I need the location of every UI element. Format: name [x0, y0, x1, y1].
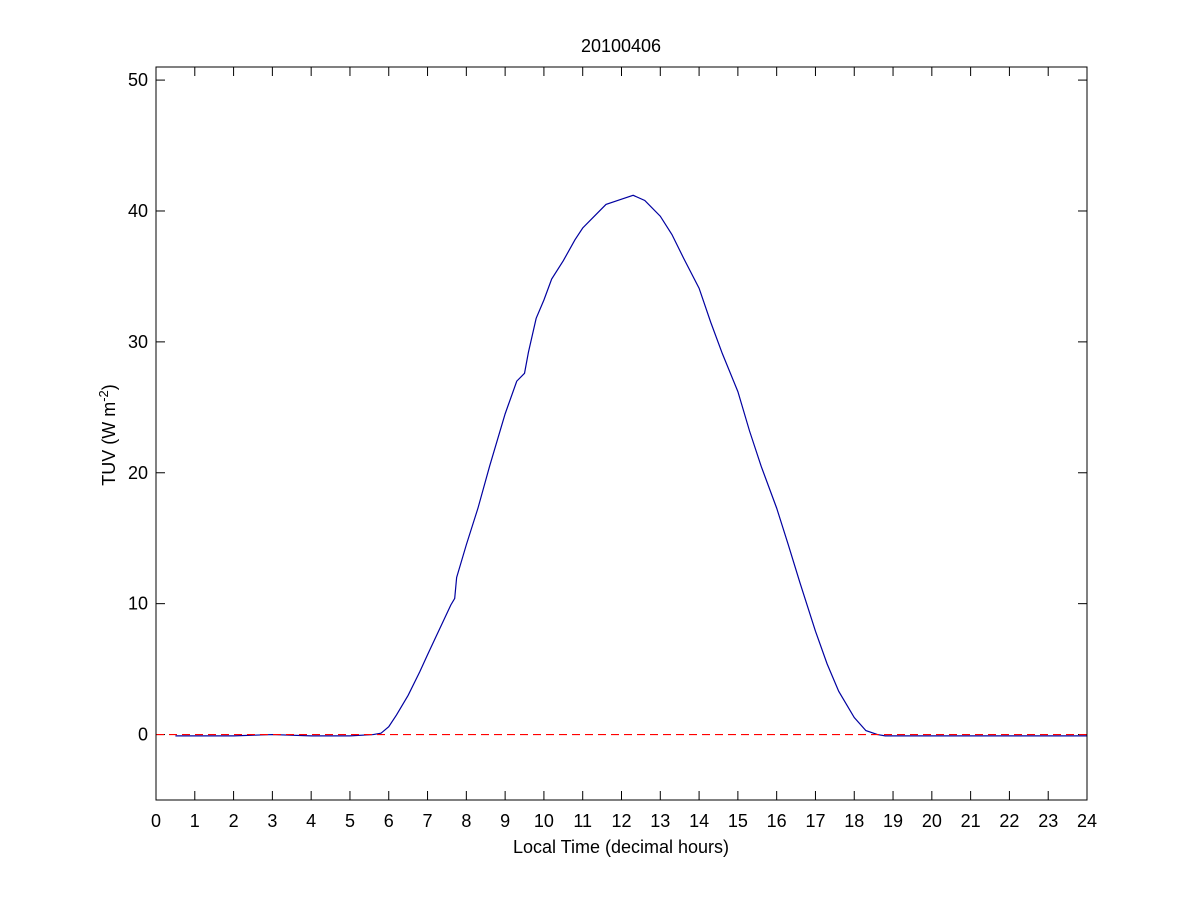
- x-tick-label: 8: [461, 811, 471, 831]
- y-tick-label: 10: [128, 594, 148, 614]
- x-tick-label: 23: [1038, 811, 1058, 831]
- x-tick-label: 16: [767, 811, 787, 831]
- y-axis-label: TUV (W m-2): [96, 384, 119, 486]
- y-tick-label: 40: [128, 201, 148, 221]
- x-tick-label: 11: [573, 811, 592, 831]
- y-tick-label: 50: [128, 70, 148, 90]
- x-tick-label: 2: [229, 811, 239, 831]
- axes-box: [155, 66, 1088, 801]
- x-tick-label: 6: [384, 811, 394, 831]
- x-tick-label: 3: [267, 811, 277, 831]
- x-tick-label: 1: [190, 811, 200, 831]
- y-tick-label: 30: [128, 332, 148, 352]
- x-tick-label: 22: [999, 811, 1019, 831]
- x-tick-label: 5: [345, 811, 355, 831]
- x-tick-label: 21: [961, 811, 981, 831]
- x-tick-label: 20: [922, 811, 942, 831]
- x-tick-label: 0: [151, 811, 161, 831]
- x-tick-label: 24: [1077, 811, 1097, 831]
- chart-title: 20100406: [581, 36, 661, 56]
- tuv-series-line: [175, 194, 1087, 737]
- x-tick-label: 19: [883, 811, 903, 831]
- x-tick-label: 9: [500, 811, 510, 831]
- x-tick-label: 18: [844, 811, 864, 831]
- y-tick-label: 20: [128, 463, 148, 483]
- x-tick-label: 13: [650, 811, 670, 831]
- x-axis-label: Local Time (decimal hours): [513, 837, 729, 857]
- x-tick-label: 14: [689, 811, 709, 831]
- x-tick-label: 15: [728, 811, 748, 831]
- x-tick-label: 10: [534, 811, 554, 831]
- x-tick-label: 4: [306, 811, 316, 831]
- x-tick-label: 12: [611, 811, 631, 831]
- x-tick-label: 7: [423, 811, 433, 831]
- x-tick-label: 17: [805, 811, 825, 831]
- y-tick-label: 0: [138, 725, 148, 745]
